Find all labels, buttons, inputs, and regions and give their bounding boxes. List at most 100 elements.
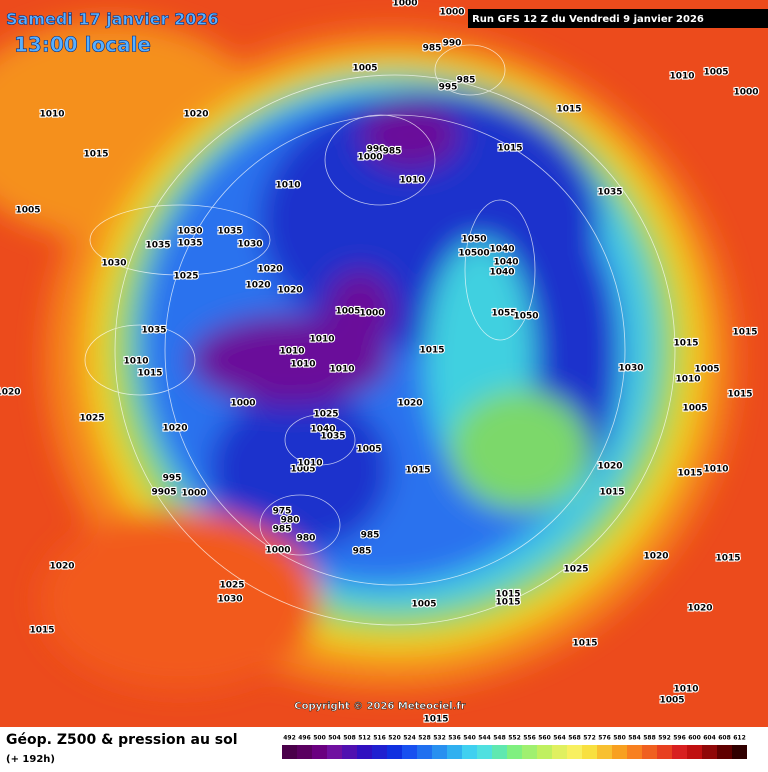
isobar-label: 1025 [219, 581, 244, 591]
isobar-label: 1000 [359, 309, 384, 319]
legend-label: 604 [703, 735, 716, 742]
isobar-label: 1000 [733, 88, 758, 98]
legend-label: 536 [448, 735, 461, 742]
isobar-label: 985 [457, 76, 476, 86]
isobar-label: 1005 [682, 404, 707, 414]
legend-swatch [447, 745, 462, 759]
isobar-label: 1015 [715, 554, 740, 564]
isobar-label: 1040 [310, 425, 335, 435]
legend-label: 584 [628, 735, 641, 742]
isobar-label: 985 [361, 531, 380, 541]
isobar-label: 1000 [439, 8, 464, 18]
isobar-label: 1005 [411, 600, 436, 610]
copyright: Copyright © 2026 Meteociel.fr [294, 701, 465, 712]
isobar-label: 1020 [643, 552, 668, 562]
isobar-label: 1015 [732, 328, 757, 338]
isobar-label: 980 [297, 534, 316, 544]
isobar-label: 1010 [123, 357, 148, 367]
legend-swatch [462, 745, 477, 759]
isobar-label: 1035 [597, 188, 622, 198]
isobar-label: 1025 [313, 410, 338, 420]
isobar-label: 1015 [495, 590, 520, 600]
isobar-label: 1010 [399, 176, 424, 186]
isobar-label: 985 [383, 147, 402, 157]
legend-swatch [642, 745, 657, 759]
isobar-label: 1030 [177, 227, 202, 237]
isobar-label: 1025 [563, 565, 588, 575]
isobar-label: 1005 [352, 64, 377, 74]
footer: Géop. Z500 & pression au sol (+ 192h) 49… [6, 732, 747, 765]
legend-swatch [402, 745, 417, 759]
isobar-label: 1035 [217, 227, 242, 237]
isobar-label: 1010 [297, 459, 322, 469]
isobar-label: 1020 [397, 399, 422, 409]
isobar-label: 1015 [572, 639, 597, 649]
legend-swatch [387, 745, 402, 759]
isobar-label: 1000 [230, 399, 255, 409]
isobar-label: 1015 [497, 144, 522, 154]
legend-swatch [357, 745, 372, 759]
legend-label: 528 [418, 735, 431, 742]
isobar-label: 1015 [419, 346, 444, 356]
legend-swatch [672, 745, 687, 759]
footer-title: Géop. Z500 & pression au sol [6, 732, 238, 748]
isobar-label: 1015 [727, 390, 752, 400]
legend-label: 524 [403, 735, 416, 742]
isobar-label: 975 [273, 507, 292, 517]
isobar-label: 1015 [29, 626, 54, 636]
legend-swatch [297, 745, 312, 759]
isobar-label: 1010 [275, 181, 300, 191]
legend-swatch [657, 745, 672, 759]
legend-label: 496 [298, 735, 311, 742]
legend-label: 504 [328, 735, 341, 742]
isobar-label: 1015 [673, 339, 698, 349]
isobar-label: 1005 [659, 696, 684, 706]
isobar-label: 1010 [669, 72, 694, 82]
legend-swatch [612, 745, 627, 759]
legend-label: 520 [388, 735, 401, 742]
isobar-label: 1015 [137, 369, 162, 379]
isobar-label: 1020 [183, 110, 208, 120]
legend-label: 544 [478, 735, 491, 742]
isobar-label: 1050 [461, 235, 486, 245]
isobar-label: 1020 [277, 286, 302, 296]
isobar-label: 1020 [687, 604, 712, 614]
isobar-label: 1015 [599, 488, 624, 498]
isobar-label: 1055 [491, 309, 516, 319]
isobar-label: 1000 [392, 0, 417, 9]
run-box [468, 9, 768, 28]
isobar-label: 1025 [79, 414, 104, 424]
legend-label: 572 [583, 735, 596, 742]
legend-swatch [687, 745, 702, 759]
legend-swatch [732, 745, 747, 759]
legend-label: 576 [598, 735, 611, 742]
isobar-label: 1020 [0, 388, 21, 398]
legend-label: 500 [313, 735, 326, 742]
isobar-label: 1010 [39, 110, 64, 120]
isobar-label: 1010 [290, 360, 315, 370]
isobar-label: 1015 [423, 715, 448, 725]
isobar-label: 990 [367, 145, 386, 155]
legend-swatch [372, 745, 387, 759]
legend-label: 612 [733, 735, 746, 742]
isobar-label: 985 [423, 44, 442, 54]
isobar-label: 985 [353, 547, 372, 557]
isobar-label: 1020 [257, 265, 282, 275]
isobar-label: 1020 [597, 462, 622, 472]
legend-label: 540 [463, 735, 476, 742]
isobar-label: 1000 [265, 546, 290, 556]
legend-swatch [507, 745, 522, 759]
legend-label: 560 [538, 735, 551, 742]
isobar-label: 1005 [335, 307, 360, 317]
isobar-label: 1015 [556, 105, 581, 115]
map-time: 13:00 locale [14, 33, 151, 57]
legend-label: 588 [643, 735, 656, 742]
isobar-label: 1000 [181, 489, 206, 499]
isobar-label: 1010 [673, 685, 698, 695]
isobar-label: 1015 [83, 150, 108, 160]
legend-label: 592 [658, 735, 671, 742]
legend-label: 516 [373, 735, 386, 742]
isobar-label: 1050 [513, 312, 538, 322]
